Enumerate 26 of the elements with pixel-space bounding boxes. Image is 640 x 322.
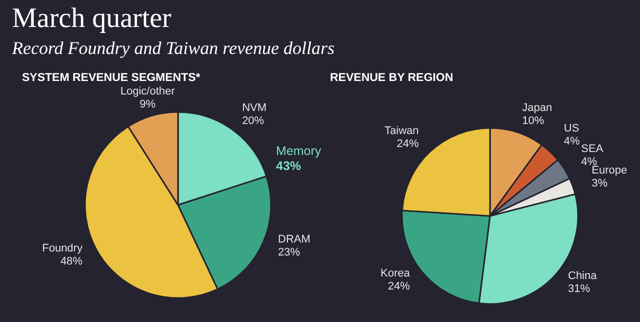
slice-label: DRAM [278,233,310,246]
data-label: 48% [60,256,83,268]
text: March quarter [12,2,172,36]
chart-title: REVENUE BY REGION [330,72,454,84]
slice-label: Foundry [42,242,83,255]
slice-label: Logic/other [120,85,176,98]
data-label: 3% [592,177,608,190]
text: Record Foundry and Taiwan revenue dollars [12,37,336,60]
slice-label: Europe [592,164,628,176]
slice-label: Korea [380,267,411,280]
data-label: 24% [396,138,420,150]
text: Memory 43% [276,144,322,174]
slice-label: China [568,270,598,282]
slice-label: NVM [242,102,267,114]
data-label: 20% [242,114,264,127]
data-label: 9% [140,98,156,110]
slice-label: Taiwan [384,125,419,138]
slice-label: SEA [581,143,604,156]
slice-label: Japan [522,102,552,114]
data-label: 4% [564,135,580,148]
data-label: 31% [568,282,590,295]
data-label: 24% [388,280,410,292]
chart-title: SYSTEM REVENUE SEGMENTS* [22,72,200,84]
slice-label: US [564,122,580,134]
data-label: 23% [278,246,300,258]
data-label: 10% [522,115,544,128]
